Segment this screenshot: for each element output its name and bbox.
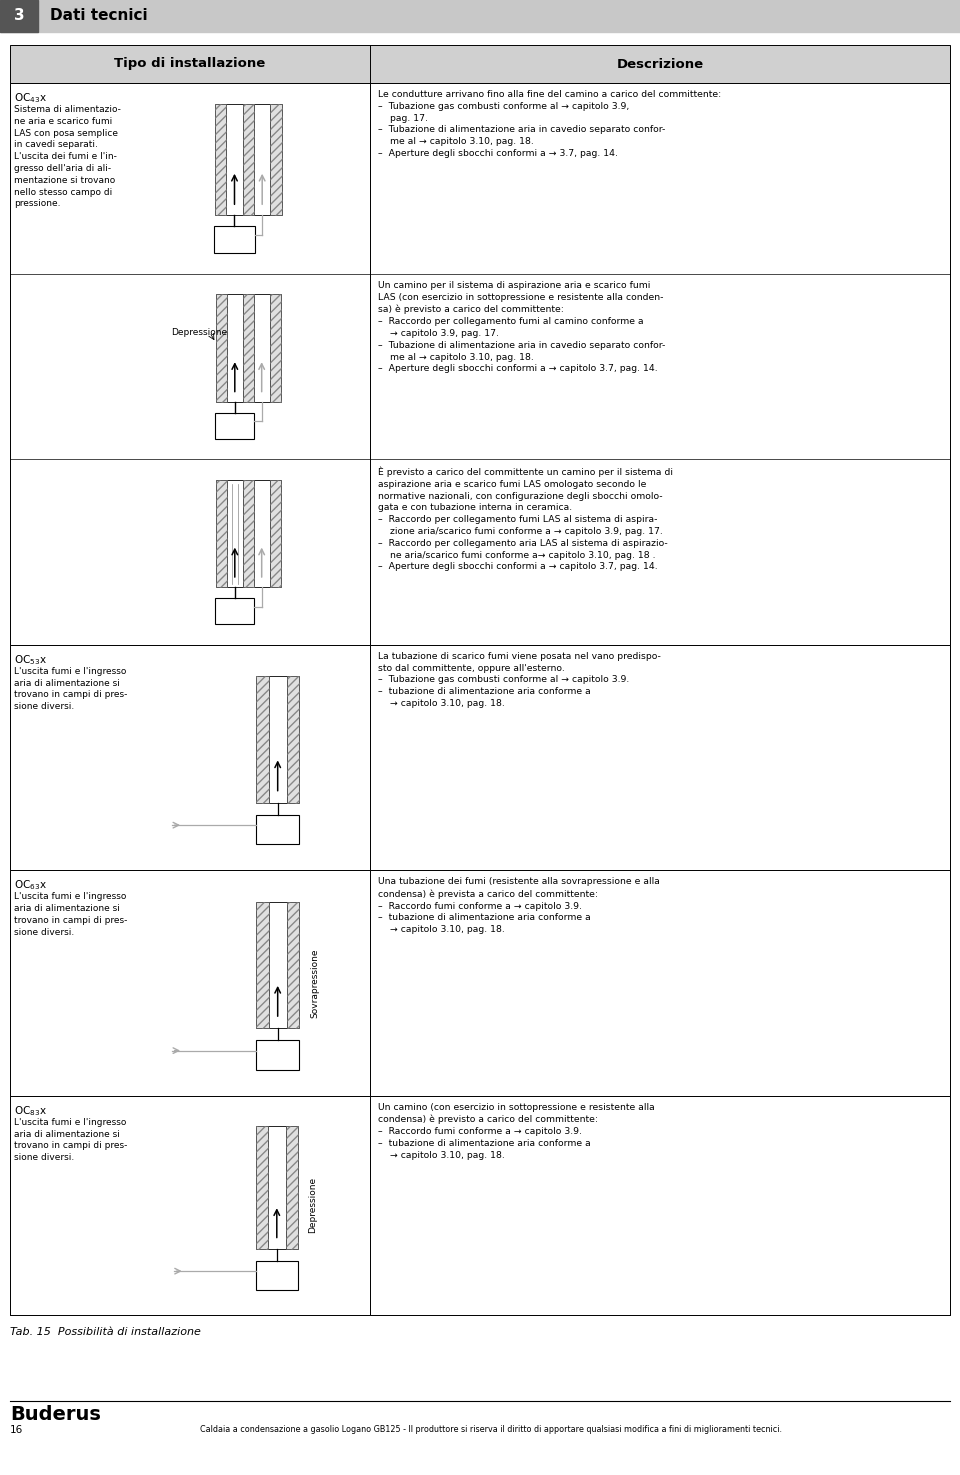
Bar: [268, 1127, 285, 1249]
Text: Sistema di alimentazio-
ne aria e scarico fumi
LAS con posa semplice
in cavedi s: Sistema di alimentazio- ne aria e scaric…: [14, 105, 121, 208]
Text: Tipo di installazione: Tipo di installazione: [114, 58, 266, 71]
Bar: [10, 645, 370, 870]
Bar: [0, 0, 960, 32]
Bar: [370, 870, 950, 1096]
Text: 3: 3: [13, 9, 24, 24]
Text: L'uscita fumi e l'ingresso
aria di alimentazione si
trovano in campi di pres-
si: L'uscita fumi e l'ingresso aria di alime…: [14, 1118, 128, 1162]
Bar: [256, 901, 269, 1028]
Bar: [256, 816, 300, 844]
Text: Tab. 15  Possibilità di installazione: Tab. 15 Possibilità di installazione: [10, 1328, 201, 1336]
Bar: [254, 105, 271, 215]
Bar: [270, 295, 280, 401]
Bar: [256, 1127, 268, 1249]
Bar: [370, 645, 950, 870]
Text: L'uscita fumi e l'ingresso
aria di alimentazione si
trovano in campi di pres-
si: L'uscita fumi e l'ingresso aria di alime…: [14, 892, 128, 937]
Bar: [10, 46, 950, 83]
Text: OC$_{\mathsf{83}}$x: OC$_{\mathsf{83}}$x: [14, 1103, 47, 1118]
Bar: [243, 479, 253, 587]
Bar: [256, 677, 269, 802]
Bar: [285, 1127, 298, 1249]
Bar: [287, 901, 300, 1028]
Bar: [10, 83, 370, 645]
Text: Caldaia a condensazione a gasolio Logano GB125 - Il produttore si riserva il dir: Caldaia a condensazione a gasolio Logano…: [200, 1425, 782, 1434]
Bar: [10, 645, 950, 870]
Bar: [253, 479, 270, 587]
Text: È previsto a carico del committente un camino per il sistema di
aspirazione aria: È previsto a carico del committente un c…: [378, 466, 673, 571]
Bar: [287, 677, 300, 802]
Bar: [243, 479, 253, 587]
Bar: [269, 901, 287, 1028]
Text: OC$_{\mathsf{53}}$x: OC$_{\mathsf{53}}$x: [14, 653, 47, 667]
Bar: [243, 105, 254, 215]
Bar: [216, 479, 227, 587]
Bar: [256, 1127, 268, 1249]
Bar: [271, 105, 282, 215]
Bar: [227, 479, 243, 587]
Bar: [270, 295, 280, 401]
Text: L'uscita fumi e l'ingresso
aria di alimentazione si
trovano in campi di pres-
si: L'uscita fumi e l'ingresso aria di alime…: [14, 667, 128, 711]
Bar: [215, 105, 227, 215]
Bar: [216, 295, 227, 401]
Bar: [10, 870, 950, 1096]
Bar: [285, 1127, 298, 1249]
Text: Un camino per il sistema di aspirazione aria e scarico fumi
LAS (con esercizio i: Un camino per il sistema di aspirazione …: [378, 282, 665, 373]
Text: Buderus: Buderus: [10, 1406, 101, 1423]
Text: Le condutture arrivano fino alla fine del camino a carico del committente:
–  Tu: Le condutture arrivano fino alla fine de…: [378, 90, 721, 158]
Bar: [215, 105, 227, 215]
Text: Una tubazione dei fumi (resistente alla sovrapressione e alla
condensa) è previs: Una tubazione dei fumi (resistente alla …: [378, 878, 660, 934]
Text: Un camino (con esercizio in sottopressione e resistente alla
condensa) è previst: Un camino (con esercizio in sottopressio…: [378, 1103, 655, 1159]
Text: OC$_{\mathsf{63}}$x: OC$_{\mathsf{63}}$x: [14, 878, 47, 892]
Bar: [10, 83, 950, 645]
Bar: [10, 1096, 370, 1316]
Bar: [370, 83, 950, 645]
Text: Depressione: Depressione: [171, 327, 227, 336]
Bar: [287, 901, 300, 1028]
Bar: [270, 479, 280, 587]
Bar: [256, 1040, 300, 1069]
Bar: [215, 599, 254, 624]
Text: Descrizione: Descrizione: [616, 58, 704, 71]
Bar: [271, 105, 282, 215]
Bar: [253, 295, 270, 401]
Bar: [215, 413, 254, 440]
Text: La tubazione di scarico fumi viene posata nel vano predispo-
sto dal committente: La tubazione di scarico fumi viene posat…: [378, 652, 660, 708]
Bar: [227, 105, 243, 215]
Bar: [0, 0, 38, 32]
Bar: [256, 1261, 298, 1289]
Bar: [256, 901, 269, 1028]
Bar: [256, 677, 269, 802]
Bar: [216, 479, 227, 587]
Bar: [287, 677, 300, 802]
Bar: [270, 479, 280, 587]
Bar: [216, 295, 227, 401]
Bar: [269, 677, 287, 802]
Text: OC$_{\mathsf{43}}$x: OC$_{\mathsf{43}}$x: [14, 91, 47, 105]
Bar: [214, 226, 254, 254]
Bar: [227, 295, 243, 401]
Bar: [370, 1096, 950, 1316]
Bar: [10, 1096, 950, 1316]
Text: Depressione: Depressione: [308, 1177, 318, 1233]
Bar: [10, 870, 370, 1096]
Bar: [243, 295, 253, 401]
Text: 16: 16: [10, 1425, 23, 1435]
Bar: [243, 105, 254, 215]
Text: Sovrapressione: Sovrapressione: [310, 948, 320, 1018]
Text: Dati tecnici: Dati tecnici: [50, 9, 148, 24]
Bar: [243, 295, 253, 401]
